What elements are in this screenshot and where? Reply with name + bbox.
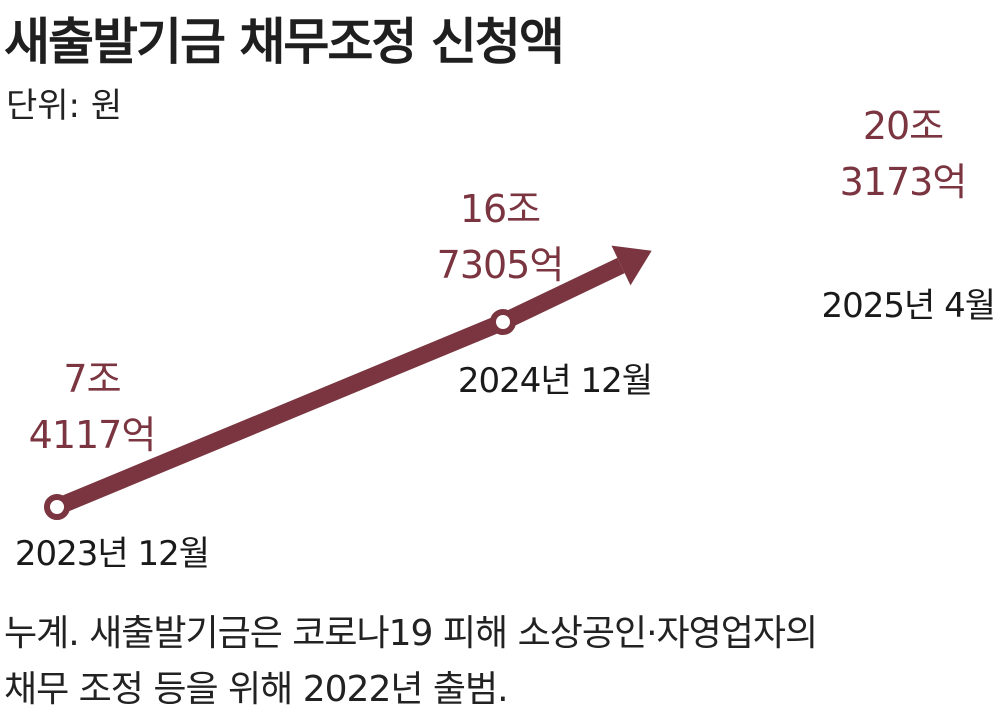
data-label: 7305억 <box>437 243 564 287</box>
data-point-marker <box>44 494 70 520</box>
data-label: 7조 <box>63 357 120 401</box>
x-tick-label: 2024년 12월 <box>458 361 652 401</box>
x-tick-label: 2025년 4월 <box>821 286 995 326</box>
x-tick-label: 2023년 12월 <box>15 534 209 574</box>
data-label: 4117억 <box>29 413 156 457</box>
chart-title: 새출발기금 채무조정 신청액 <box>4 13 565 71</box>
footnote: 누계. 새출발기금은 코로나19 피해 소상공인·자영업자의 채무 조정 등을 … <box>4 606 994 718</box>
data-label: 16조 <box>460 187 540 231</box>
unit-label: 단위: 원 <box>6 86 123 126</box>
footnote-line-1: 누계. 새출발기금은 코로나19 피해 소상공인·자영업자의 <box>4 613 818 654</box>
data-label: 3173억 <box>840 160 967 204</box>
footnote-line-2: 채무 조정 등을 위해 2022년 출범. <box>4 669 509 710</box>
data-point-marker <box>490 309 516 335</box>
arrow-head-icon <box>611 245 652 286</box>
line-chart: 7조 4117억 16조 7305억 20조 3173억 2023년 12월 2024년 12… <box>15 104 996 574</box>
data-label: 20조 <box>863 104 943 148</box>
